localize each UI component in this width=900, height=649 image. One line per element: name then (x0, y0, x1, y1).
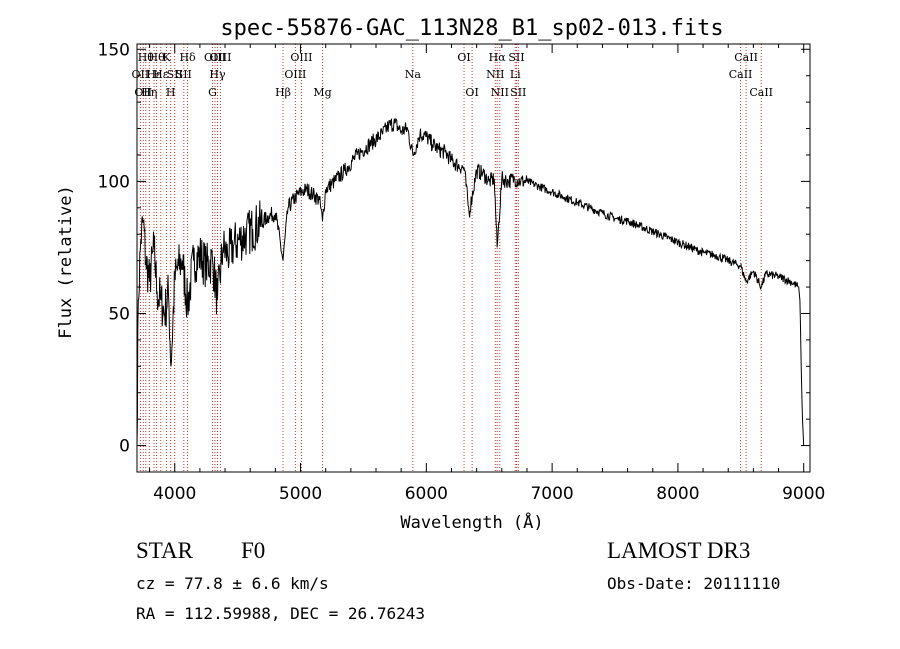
line-label-28: SII (510, 86, 526, 99)
y-tick-label-1: 50 (108, 304, 130, 324)
spectrum-series (136, 117, 805, 446)
line-label-5: Hθ (149, 51, 166, 64)
x-axis-label: Wavelength (Å) (400, 511, 543, 533)
line-label-22: OI (465, 86, 478, 99)
line-label-3: Hη (141, 86, 157, 99)
y-axis-label: Flux (relative) (56, 185, 76, 339)
y-tick-label-3: 150 (98, 40, 130, 60)
line-label-6: Hε (153, 68, 169, 81)
line-label-21: OI (457, 51, 470, 64)
line-label-0: OII (132, 68, 150, 81)
line-label-19: Mg (313, 86, 331, 99)
line-label-13: OIII (204, 51, 226, 64)
line-label-31: CaII (749, 86, 773, 99)
x-tick-label-1: 5000 (279, 484, 322, 504)
line-label-27: SII (508, 51, 524, 64)
axis-ticks: 4000 5000 6000 7000 8000 9000 0 50 100 150 (98, 40, 826, 504)
line-label-8: H (166, 86, 176, 99)
x-tick-label-3: 7000 (530, 484, 573, 504)
line-label-25: NII (491, 86, 509, 99)
line-label-7: K (162, 51, 171, 64)
x-tick-label-0: 4000 (153, 484, 196, 504)
line-label-11: Hδ (179, 51, 196, 64)
y-tick-label-2: 100 (98, 172, 130, 192)
line-label-26: Li (510, 68, 521, 81)
object-class: STAR (136, 538, 193, 563)
survey-name: LAMOST DR3 (607, 538, 751, 563)
line-label-4: Hε (146, 68, 162, 81)
line-label-18: OIII (290, 51, 312, 64)
line-label-2: Hθ (138, 51, 155, 64)
line-label-17: OIII (284, 68, 306, 81)
x-tick-label-2: 6000 (405, 484, 448, 504)
spectral-line-labels: OIIOIIHθHηHεHθHεKHSIISIIHδGOIIIHγOIIIHβO… (132, 51, 773, 99)
y-tick-label-0: 0 (119, 437, 130, 457)
observation-date: Obs-Date: 20111110 (607, 574, 781, 593)
coordinates: RA = 112.59988, DEC = 26.76243 (136, 604, 425, 623)
x-tick-label-5: 9000 (782, 484, 825, 504)
line-label-1: OII (134, 86, 152, 99)
line-label-15: OIII (209, 51, 231, 64)
line-label-24: Hα (489, 51, 507, 64)
line-label-29: CaII (729, 68, 753, 81)
object-subclass: F0 (241, 538, 266, 563)
line-label-10: SII (176, 68, 192, 81)
line-label-30: CaII (734, 51, 758, 64)
line-label-16: Hβ (275, 86, 291, 99)
redshift-value: cz = 77.8 ± 6.6 km/s (136, 574, 329, 593)
line-label-14: Hγ (209, 68, 226, 81)
x-tick-label-4: 8000 (656, 484, 699, 504)
line-label-20: Na (405, 68, 422, 81)
plot-frame (136, 43, 811, 473)
line-label-23: NII (486, 68, 504, 81)
chart-title: spec-55876-GAC_113N28_B1_sp02-013.fits (220, 16, 723, 41)
line-label-12: G (208, 86, 217, 99)
line-label-9: SII (167, 68, 183, 81)
